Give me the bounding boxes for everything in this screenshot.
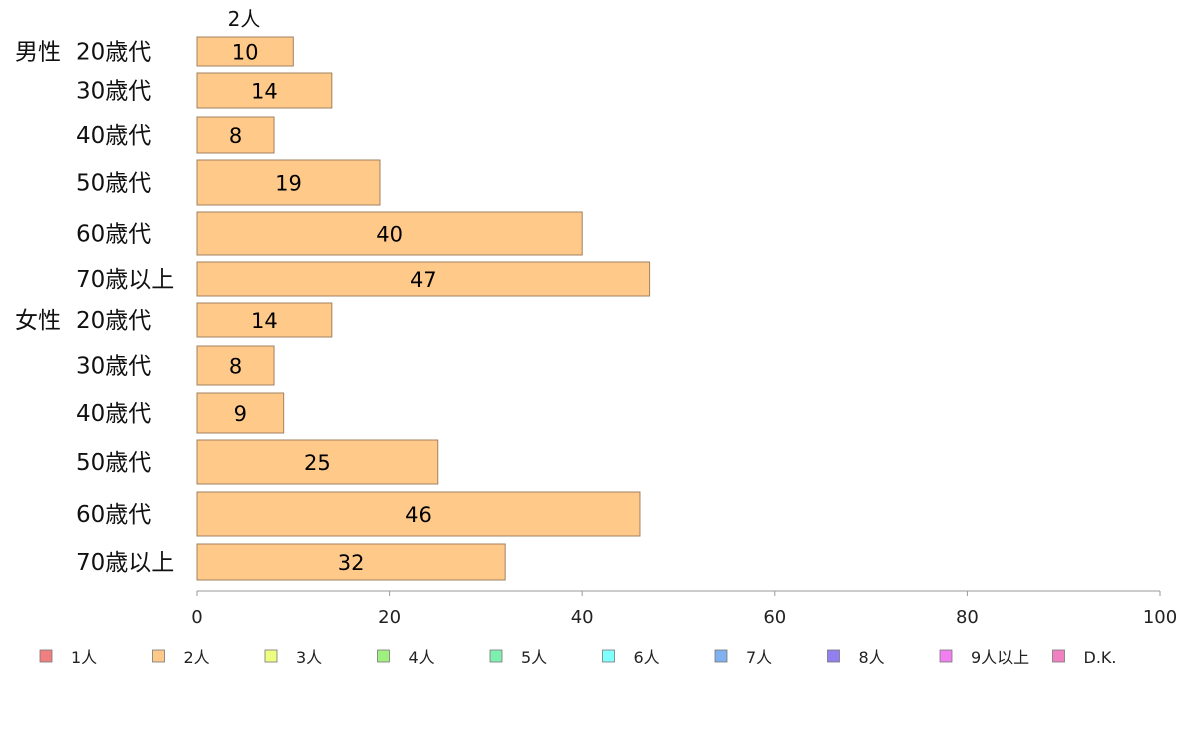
- bar-value-label: 25: [304, 451, 331, 475]
- category-label: 30歳代: [76, 354, 151, 380]
- bar-value-label: 47: [410, 268, 437, 292]
- bar-value-label: 32: [338, 551, 365, 575]
- legend-swatch: [602, 649, 615, 663]
- group-label: 女性: [15, 308, 61, 334]
- bar: [196, 392, 285, 434]
- legend-swatch: [939, 649, 953, 663]
- bar-value-label: 8: [229, 355, 242, 379]
- category-label: 20歳代: [76, 40, 151, 66]
- legend-label: 2人: [184, 648, 210, 667]
- bar-value-label: 10: [232, 41, 259, 65]
- bar: [196, 491, 641, 537]
- bar-value-label: 40: [376, 223, 403, 247]
- bar-value-label: 46: [405, 503, 432, 527]
- x-tick-label: 60: [763, 607, 786, 628]
- category-label: 40歳代: [76, 401, 151, 427]
- bar-value-label: 14: [251, 80, 278, 104]
- bar: [196, 345, 275, 386]
- legend-label: D.K.: [1084, 648, 1117, 667]
- category-label: 40歳代: [76, 123, 151, 149]
- legend-swatch: [1052, 649, 1065, 663]
- bar-value-label: 19: [275, 172, 302, 196]
- series-header-label: 2人: [228, 7, 261, 31]
- bar-value-label: 9: [234, 402, 247, 426]
- x-tick-label: 20: [378, 607, 401, 628]
- legend-label: 8人: [859, 648, 885, 667]
- legend-label: 5人: [521, 648, 547, 667]
- category-label: 70歳以上: [76, 267, 174, 293]
- bar: [196, 302, 333, 338]
- category-label: 70歳以上: [76, 550, 174, 576]
- legend-swatch: [489, 649, 503, 663]
- bar: [196, 36, 294, 67]
- category-label: 60歳代: [76, 222, 151, 248]
- bar: [196, 211, 583, 256]
- x-tick-label: 0: [191, 607, 202, 628]
- category-label: 20歳代: [76, 308, 151, 334]
- legend-swatch: [827, 649, 840, 663]
- category-label: 60歳代: [76, 502, 151, 528]
- legend-swatch: [39, 649, 53, 663]
- legend-label: 3人: [296, 648, 322, 667]
- bar: [196, 116, 275, 154]
- legend-swatch: [264, 649, 278, 663]
- legend-label: 4人: [409, 648, 435, 667]
- legend-swatch: [714, 649, 728, 663]
- legend-label: 6人: [634, 648, 660, 667]
- bar: [196, 159, 381, 206]
- x-tick-label: 100: [1143, 607, 1177, 628]
- bar-value-label: 8: [229, 124, 242, 148]
- group-label: 男性: [15, 40, 61, 66]
- x-tick-label: 40: [571, 607, 594, 628]
- category-label: 30歳代: [76, 79, 151, 105]
- legend-label: 1人: [71, 648, 97, 667]
- bar: [196, 543, 506, 581]
- category-label: 50歳代: [76, 171, 151, 197]
- x-tick-label: 80: [956, 607, 979, 628]
- bar: [196, 72, 333, 109]
- legend-label: 7人: [746, 648, 772, 667]
- legend-label: 9人以上: [971, 648, 1029, 667]
- bar: [196, 261, 651, 297]
- bar-value-label: 14: [251, 309, 278, 333]
- bar: [196, 439, 439, 485]
- category-label: 50歳代: [76, 450, 151, 476]
- legend-swatch: [152, 649, 165, 663]
- legend-swatch: [377, 649, 390, 663]
